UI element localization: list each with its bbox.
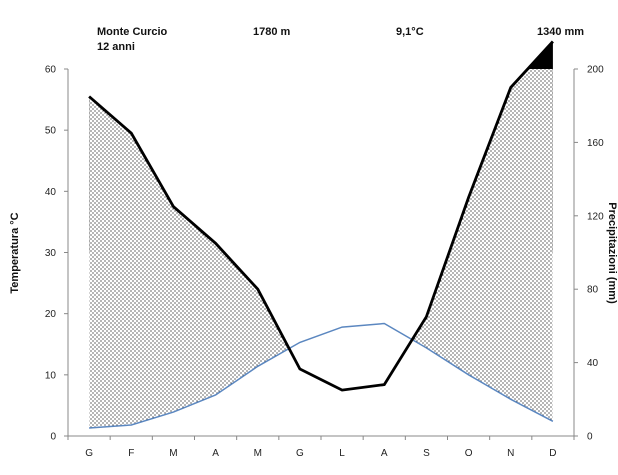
x-tick-label: M [254, 448, 262, 459]
y2-tick-label: 80 [587, 285, 599, 296]
mean-temperature: 9,1°C [396, 26, 424, 38]
y2-tick-label: 0 [587, 432, 593, 443]
tick-layer: 0 10 20 30 40 50 60 0 40 80 120 160 200 G F M A M G L A S O N D [45, 65, 604, 460]
y-tick-label: 60 [45, 65, 57, 76]
y2-tick-label: 120 [587, 211, 604, 222]
x-tick-label: G [85, 448, 93, 459]
y2-tick-label: 200 [587, 65, 604, 76]
x-tick-label: A [381, 448, 388, 459]
x-tick-label: L [339, 448, 345, 459]
precipitation-line [88, 40, 554, 392]
observation-years: 12 anni [97, 41, 135, 53]
y-tick-label: 40 [45, 187, 57, 198]
y2-tick-label: 40 [587, 358, 599, 369]
x-tick-label: A [212, 448, 219, 459]
y2-tick-label: 160 [587, 138, 604, 149]
y-tick-label: 50 [45, 126, 57, 137]
x-tick-label: S [423, 448, 430, 459]
x-tick-label: O [465, 448, 473, 459]
y-tick-label: 0 [50, 432, 56, 443]
annual-precipitation: 1340 mm [537, 26, 584, 38]
x-tick-label: F [128, 448, 134, 459]
x-tick-label: M [169, 448, 177, 459]
x-tick-label: N [507, 448, 514, 459]
station-name: Monte Curcio [97, 26, 168, 38]
temperature-line [89, 322, 554, 429]
x-tick-label: G [296, 448, 304, 459]
y2-axis-title: Precipitazioni (mm) [606, 202, 618, 304]
fill-layer [89, 41, 553, 428]
y-tick-label: 20 [45, 309, 57, 320]
station-altitude: 1780 m [253, 26, 291, 38]
y-tick-label: 30 [45, 248, 57, 259]
y-tick-label: 10 [45, 370, 57, 381]
x-tick-label: D [549, 448, 556, 459]
y-axis-title: Temperatura °C [9, 212, 21, 293]
series-layer [88, 40, 554, 429]
